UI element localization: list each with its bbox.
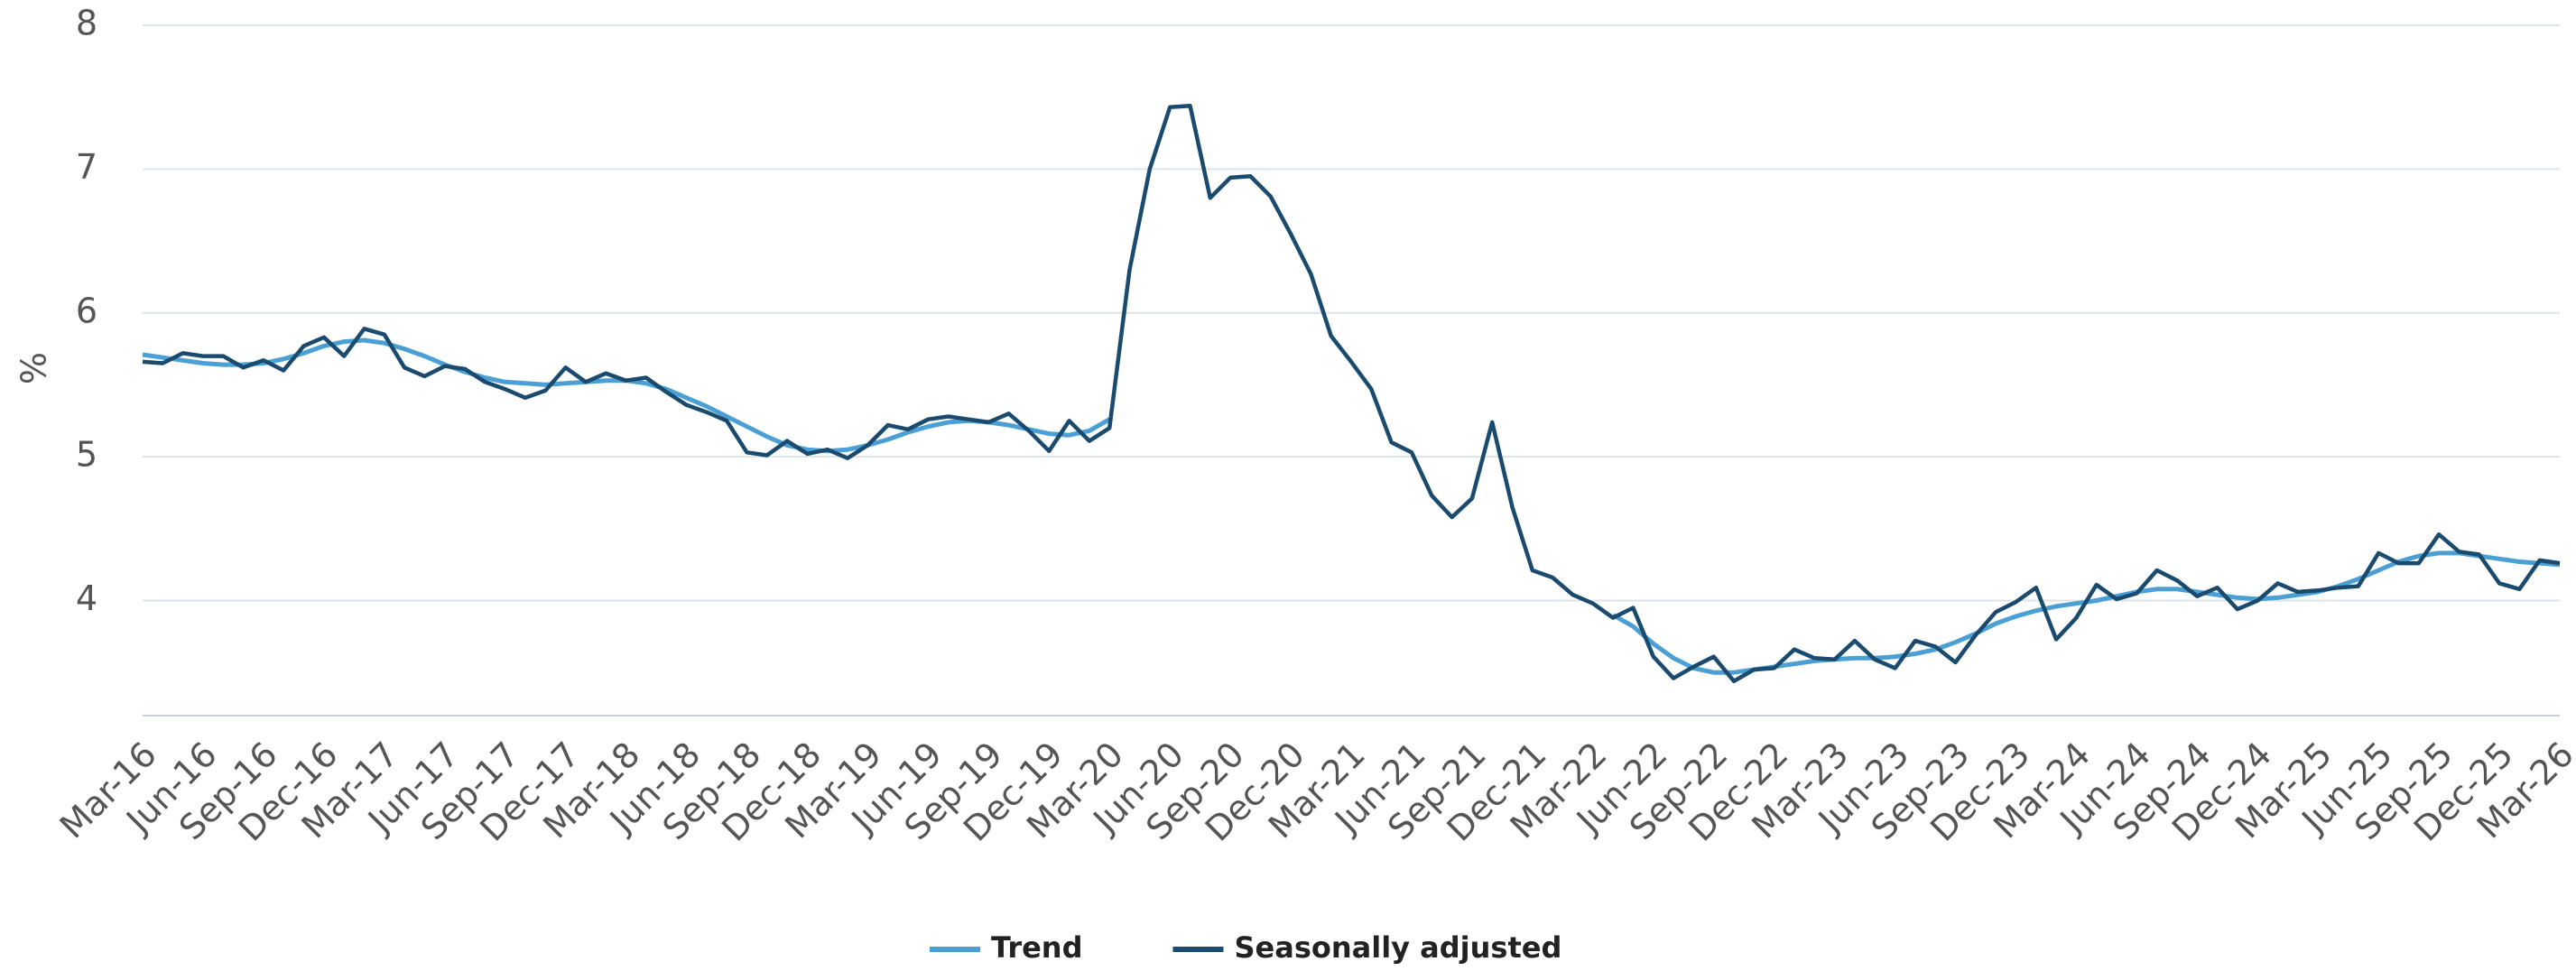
y-tick-label: 8 <box>76 4 97 43</box>
y-tick-label: 7 <box>76 147 97 187</box>
series-line <box>142 103 2561 684</box>
y-tick-label: 6 <box>76 291 97 330</box>
legend-label: Trend <box>991 930 1082 965</box>
legend-label: Seasonally adjusted <box>1234 930 1561 965</box>
y-tick-label: 4 <box>76 578 97 618</box>
y-tick-label: 5 <box>76 435 97 475</box>
y-axis-label: % <box>14 352 54 384</box>
